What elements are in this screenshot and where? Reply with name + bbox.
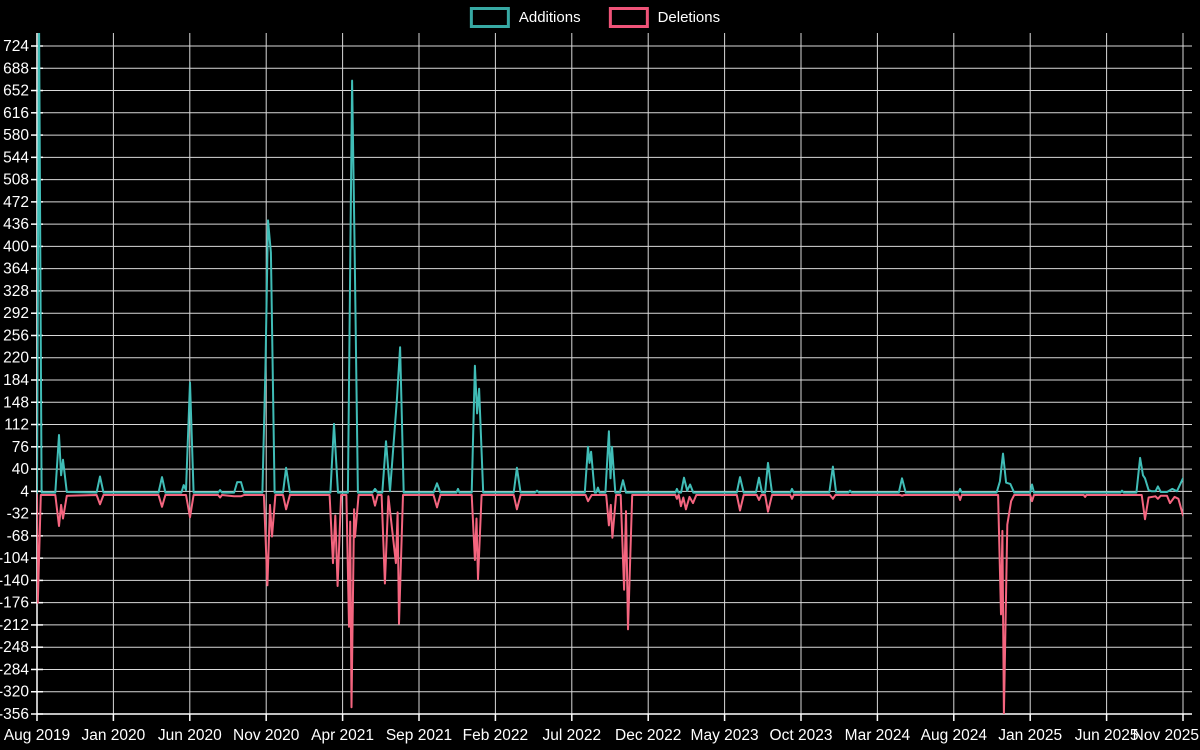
y-tick-label: -104 bbox=[0, 550, 29, 567]
x-tick-label: Jul 2022 bbox=[542, 727, 601, 744]
deletions-line bbox=[37, 494, 1183, 714]
legend-label-deletions: Deletions bbox=[657, 9, 721, 26]
chart-legend: Additions Deletions bbox=[469, 7, 721, 28]
y-tick-label: 616 bbox=[3, 105, 29, 122]
x-tick-label: Feb 2022 bbox=[463, 727, 529, 744]
x-tick-label: Aug 2024 bbox=[921, 727, 988, 744]
x-tick-label: Jan 2025 bbox=[998, 727, 1062, 744]
x-tick-label: Nov 2025 bbox=[1133, 727, 1199, 744]
y-tick-label: 508 bbox=[3, 172, 29, 189]
legend-item-additions[interactable]: Additions bbox=[469, 7, 581, 28]
y-tick-label: 544 bbox=[3, 149, 29, 166]
y-tick-label: 148 bbox=[3, 394, 29, 411]
deletions-swatch-icon bbox=[608, 7, 649, 28]
y-tick-label: 184 bbox=[3, 372, 29, 389]
y-tick-label: 580 bbox=[3, 127, 29, 144]
y-tick-label: 364 bbox=[3, 261, 29, 278]
y-tick-label: -68 bbox=[7, 528, 29, 545]
y-tick-label: 436 bbox=[3, 216, 29, 233]
y-tick-label: 328 bbox=[3, 283, 29, 300]
y-tick-label: -284 bbox=[0, 661, 29, 678]
y-tick-label: -140 bbox=[0, 572, 29, 589]
y-tick-label: -32 bbox=[7, 506, 29, 523]
additions-swatch-icon bbox=[469, 7, 510, 28]
y-tick-label: 724 bbox=[3, 38, 29, 55]
y-tick-label: 688 bbox=[3, 60, 29, 77]
y-tick-label: 4 bbox=[20, 483, 29, 500]
y-tick-label: -356 bbox=[0, 706, 29, 723]
y-tick-label: -320 bbox=[0, 684, 29, 701]
x-tick-label: Jun 2020 bbox=[158, 727, 222, 744]
x-tick-label: Nov 2020 bbox=[233, 727, 300, 744]
x-tick-label: Jun 2025 bbox=[1075, 727, 1139, 744]
y-tick-label: 40 bbox=[12, 461, 30, 478]
y-tick-label: -248 bbox=[0, 639, 29, 656]
y-tick-label: -176 bbox=[0, 595, 29, 612]
y-tick-label: 652 bbox=[3, 83, 29, 100]
y-tick-label: 220 bbox=[3, 350, 29, 367]
y-tick-label: -212 bbox=[0, 617, 29, 634]
x-tick-label: Dec 2022 bbox=[615, 727, 681, 744]
legend-label-additions: Additions bbox=[518, 9, 581, 26]
y-tick-label: 76 bbox=[12, 439, 29, 456]
x-tick-label: Sep 2021 bbox=[386, 727, 452, 744]
additions-line bbox=[37, 33, 1183, 494]
y-tick-label: 292 bbox=[3, 305, 29, 322]
y-tick-label: 256 bbox=[3, 327, 29, 344]
y-tick-label: 472 bbox=[3, 194, 29, 211]
x-tick-label: May 2023 bbox=[691, 727, 759, 744]
y-tick-label: 400 bbox=[3, 238, 29, 255]
x-tick-label: Apr 2021 bbox=[311, 727, 374, 744]
x-tick-label: Jan 2020 bbox=[82, 727, 146, 744]
x-tick-label: Oct 2023 bbox=[770, 727, 833, 744]
x-tick-label: Aug 2019 bbox=[4, 727, 70, 744]
x-tick-label: Mar 2024 bbox=[845, 727, 911, 744]
y-tick-label: 112 bbox=[4, 417, 29, 434]
legend-item-deletions[interactable]: Deletions bbox=[608, 7, 721, 28]
